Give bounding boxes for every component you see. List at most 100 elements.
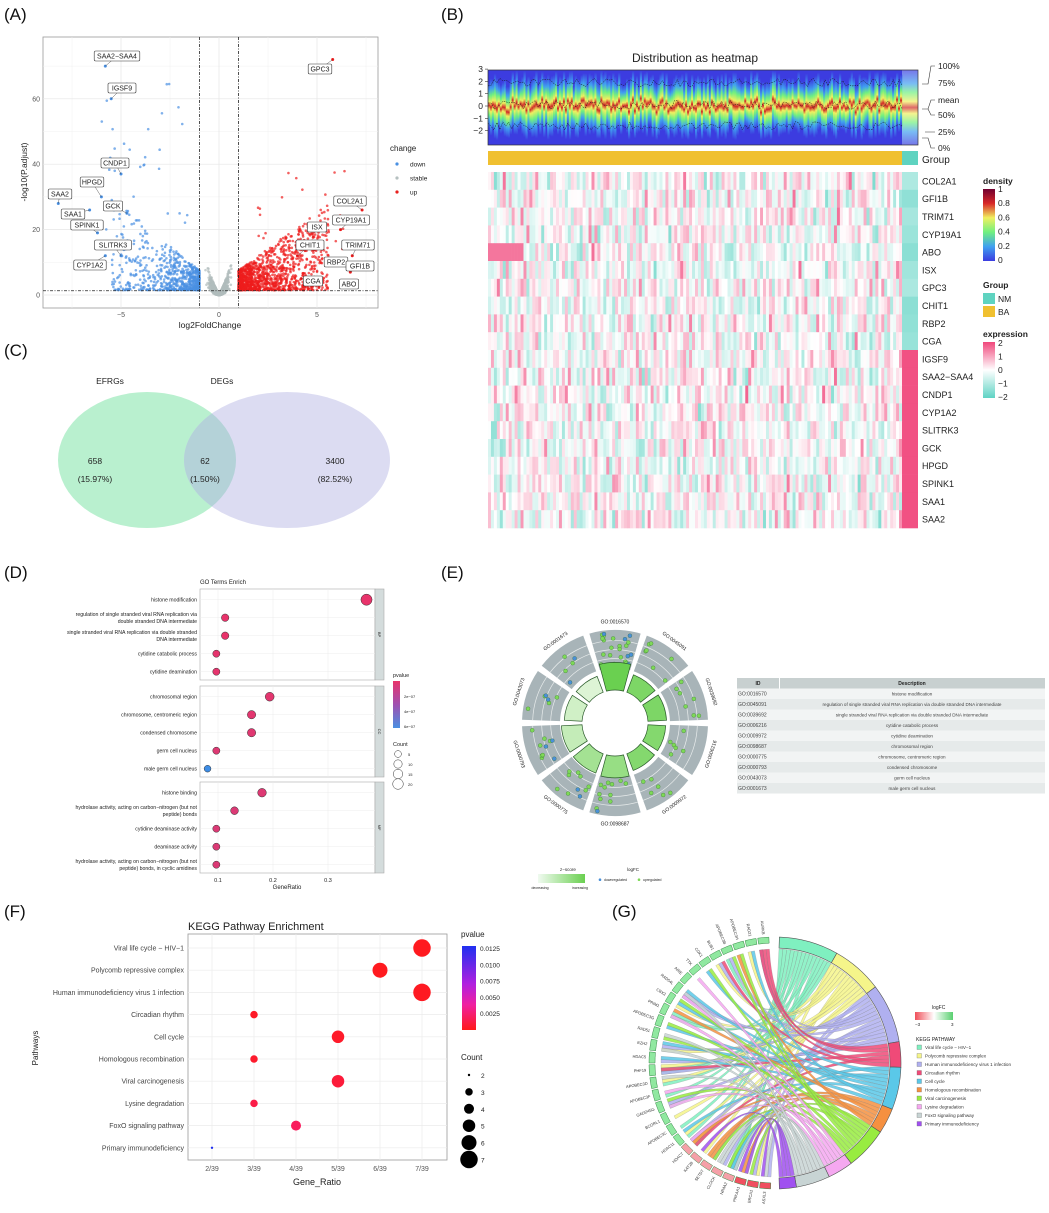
heatmap-cell [774,332,779,351]
heatmap-cell [795,261,799,280]
volcano-point-down [110,258,114,262]
density-column [566,76,570,126]
heatmap-cell [547,296,551,315]
heatmap-cell [765,314,770,333]
heatmap-cell [810,207,814,226]
heatmap-cell [807,350,811,369]
heatmap-cell [816,385,820,404]
heatmap-cell [736,261,740,280]
heatmap-cell [890,172,894,191]
heatmap-cell [745,403,749,422]
heatmap-cell [792,385,796,404]
volcano-point-down [125,261,128,265]
heatmap-cell [520,243,524,262]
heatmap-cell [641,189,646,208]
heatmap-cell [881,207,885,226]
heatmap-cell [878,189,882,208]
heatmap-cell [780,172,785,191]
heatmap-cell [490,243,495,262]
heatmap-cell [547,225,551,244]
heatmap-cell [730,350,734,369]
heatmap-cell [736,189,740,208]
volcano-point-up [294,176,298,180]
heatmap-cell [689,172,693,191]
volcano-point-down [118,281,121,284]
heatmap-cell-nm [902,296,918,315]
heatmap-cell [706,261,711,280]
heatmap-cell [839,261,844,280]
heatmap-cell [490,385,495,404]
heatmap-cell [848,225,853,244]
heatmap-cell [550,403,554,422]
heatmap-cell [875,225,879,244]
density-legend-title: density [983,176,1013,186]
heatmap-cell [603,225,607,244]
heatmap-cell [529,332,533,351]
group-bar-nm [902,151,918,165]
heatmap-cell [582,225,586,244]
heatmap-cell [520,314,524,333]
heatmap-cell [774,314,779,333]
heatmap-cell [860,243,864,262]
heatmap-cell [523,296,527,315]
heatmap-cell [721,172,725,191]
heatmap-cell [588,207,592,226]
volcano-point-down [113,169,117,173]
heatmap-cell [499,350,504,369]
zscore-legend-low: decreasing [531,886,548,890]
heatmap-cell [668,172,672,191]
y-tick-label: 20 [32,227,40,234]
heatmap-cell [647,403,651,422]
heatmap-cell [490,261,495,280]
heatmap-cell [665,225,669,244]
volcano-point-down [111,271,115,275]
heatmap-cell [641,225,646,244]
volcano-point-up [325,250,328,254]
heatmap-cell [626,367,631,386]
volcano-point-up [326,246,329,250]
heatmap-cell [650,243,654,262]
heatmap-cell [493,350,498,369]
heatmap-row-label: SAA2−SAA4 [922,372,973,382]
heatmap-cell [831,261,835,280]
heatmap-cell [629,225,634,244]
volcano-point-down [160,253,164,257]
heatmap-cell [733,243,737,262]
volcano-point-down [125,255,128,258]
heatmap-cell [706,172,711,191]
volcano-point-stable [229,283,233,287]
density-column [850,71,854,139]
volcano-point-down [110,263,114,267]
heatmap-cell [488,243,492,262]
heatmap-cell [715,243,719,262]
heatmap-cell [804,296,808,315]
heatmap-cell [807,332,811,351]
heatmap-cell [488,332,492,351]
heatmap-cell [730,367,734,386]
heatmap-cell [697,403,702,422]
heatmap-cell [839,385,844,404]
heatmap-cell [561,243,566,262]
volcano-point-stable [221,292,224,295]
heatmap-cell [848,243,853,262]
heatmap-cell [556,296,560,315]
heatmap-cell [609,243,613,262]
heatmap-cell [662,350,666,369]
heatmap-cell [845,261,850,280]
heatmap-cell [653,225,657,244]
heatmap-cell [626,314,631,333]
heatmap-cell [768,350,773,369]
heatmap-cell [526,296,530,315]
heatmap-cell [538,243,542,262]
density-column [495,77,499,141]
heatmap-cell [488,367,492,386]
heatmap-cell [831,172,835,191]
volcano-point-down [162,259,166,263]
volcano-point-down [177,277,181,281]
heatmap-cell [700,403,705,422]
heatmap-cell [644,278,648,297]
heatmap-cell [822,207,826,226]
heatmap-cell [561,189,566,208]
heatmap-cell [582,314,586,333]
heatmap-cell [644,332,648,351]
